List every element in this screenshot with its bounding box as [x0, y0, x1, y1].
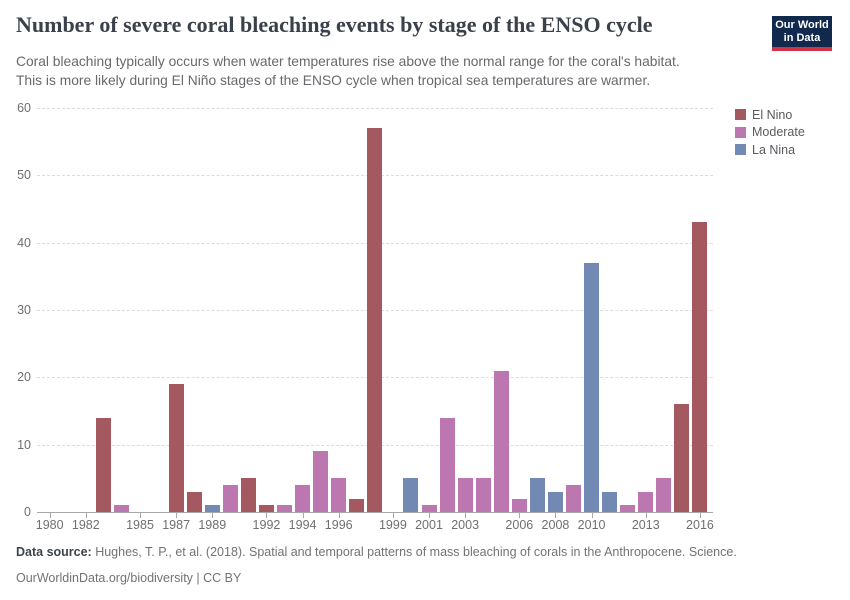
bar-2012[interactable] [620, 505, 636, 512]
legend-swatch-icon [735, 109, 746, 121]
x-axis-tick-label: 2016 [686, 518, 714, 532]
bar-2015[interactable] [674, 404, 690, 512]
x-axis-tick [645, 513, 647, 518]
bar-2002[interactable] [439, 417, 455, 512]
x-axis-tick [85, 513, 87, 518]
owid-logo-line-2: in Data [783, 32, 821, 44]
bar-1990[interactable] [222, 485, 238, 512]
x-axis-tick-label: 2008 [541, 518, 570, 532]
bar-2006[interactable] [511, 498, 527, 512]
bar-1992[interactable] [258, 505, 274, 512]
x-axis-tick [465, 513, 467, 518]
x-axis-tick-label: 1982 [71, 518, 100, 532]
page-title: Number of severe coral bleaching events … [16, 12, 653, 37]
bar-2007[interactable] [529, 478, 545, 512]
bar-1987[interactable] [168, 384, 184, 512]
bar-2011[interactable] [602, 491, 618, 512]
bar-2013[interactable] [638, 491, 654, 512]
bar-2010[interactable] [584, 262, 600, 512]
legend-swatch-icon [735, 126, 746, 138]
chart-legend: El Nino Moderate La Nina [735, 106, 805, 159]
x-axis-tick-label: 1987 [162, 518, 191, 532]
owid-url-link[interactable]: OurWorldinData.org/biodiversity [16, 571, 193, 585]
bar-2008[interactable] [547, 491, 563, 512]
legend-label: La Nina [752, 142, 796, 157]
x-axis-tick-label: 1989 [198, 518, 227, 532]
x-axis-tick [519, 513, 521, 518]
x-axis-tick [302, 513, 304, 518]
bar-2016[interactable] [692, 222, 708, 512]
bar-1995[interactable] [313, 451, 329, 512]
owid-logo-line-1: Our World [775, 19, 829, 31]
y-axis-tick-label: 0 [24, 505, 31, 519]
chart-subtitle: Coral bleaching typically occurs when wa… [16, 52, 680, 90]
bar-2003[interactable] [457, 478, 473, 512]
bar-1988[interactable] [186, 491, 202, 512]
y-axis-tick-label: 10 [17, 437, 31, 452]
x-axis-tick-label: 2006 [505, 518, 534, 532]
bar-1996[interactable] [331, 478, 347, 512]
bar-1989[interactable] [204, 505, 220, 512]
legend-label: El Nino [752, 107, 793, 122]
x-axis-tick-label: 1985 [126, 518, 154, 532]
y-axis-tick-label: 30 [17, 303, 31, 317]
legend-label: Moderate [752, 125, 805, 140]
bar-1983[interactable] [96, 417, 112, 512]
y-axis-tick-label: 40 [17, 235, 31, 250]
x-axis-tick-label: 2010 [577, 518, 606, 532]
bar-1984[interactable] [114, 505, 130, 512]
x-axis-tick [699, 513, 701, 518]
bar-1993[interactable] [277, 505, 293, 512]
x-axis-tick-label: 1994 [288, 518, 317, 532]
x-axis-tick-label: 2013 [631, 518, 660, 532]
bar-1991[interactable] [240, 478, 256, 512]
legend-item-moderate[interactable]: Moderate [735, 124, 805, 142]
bar-2000[interactable] [403, 478, 419, 512]
bar-1994[interactable] [295, 485, 311, 512]
chart-footer: Data source: Hughes, T. P., et al. (2018… [16, 545, 737, 597]
legend-item-la-nina[interactable]: La Nina [735, 141, 805, 159]
y-axis-tick-label: 20 [17, 370, 31, 385]
bar-2001[interactable] [421, 505, 437, 512]
x-axis-tick [266, 513, 268, 518]
attribution-line: OurWorldinData.org/biodiversity | CC BY [16, 571, 737, 586]
y-axis-tick-label: 60 [17, 101, 31, 115]
subtitle-line-1: Coral bleaching typically occurs when wa… [16, 54, 680, 69]
x-axis-tick-label: 1992 [252, 518, 281, 532]
y-axis-tick-label: 50 [17, 168, 31, 183]
bar-2005[interactable] [493, 370, 509, 512]
x-axis-tick [338, 513, 340, 518]
x-axis-tick [176, 513, 178, 518]
subtitle-line-2: This is more likely during El Niño stage… [16, 73, 651, 88]
bar-2014[interactable] [656, 478, 672, 512]
x-axis-tick-label: 1999 [378, 518, 407, 532]
bar-2009[interactable] [566, 485, 582, 512]
bar-2004[interactable] [475, 478, 491, 512]
data-source-label: Data source: [16, 545, 92, 559]
plot-area: 0 10 20 30 40 50 60 1980 1982 1985 1987 1989 1992 199… [17, 101, 714, 532]
x-axis-line [37, 512, 713, 513]
x-axis-tick [49, 513, 51, 518]
x-axis-tick [429, 513, 431, 518]
x-axis-tick-label: 2001 [415, 518, 443, 532]
x-axis-tick-label: 1996 [324, 518, 353, 532]
footer-separator: | [192, 571, 204, 585]
data-source-text: Hughes, T. P., et al. (2018). Spatial an… [91, 545, 737, 559]
bar-1997[interactable] [349, 498, 365, 512]
x-axis-tick [555, 513, 557, 518]
legend-swatch-icon [735, 144, 746, 156]
owid-logo[interactable]: Our World in Data [772, 16, 832, 51]
gridline-y-60 [37, 108, 713, 109]
data-source-line: Data source: Hughes, T. P., et al. (2018… [16, 545, 737, 560]
legend-item-el-nino[interactable]: El Nino [735, 106, 805, 124]
x-axis-tick [140, 513, 141, 518]
license-link[interactable]: CC BY [203, 571, 242, 585]
x-axis-tick-label: 1980 [35, 518, 64, 532]
x-axis-tick [591, 513, 593, 518]
bar-1998[interactable] [367, 128, 383, 512]
x-axis-tick [392, 513, 394, 518]
x-axis-tick-label: 2003 [451, 518, 480, 532]
x-axis-tick [212, 513, 214, 518]
